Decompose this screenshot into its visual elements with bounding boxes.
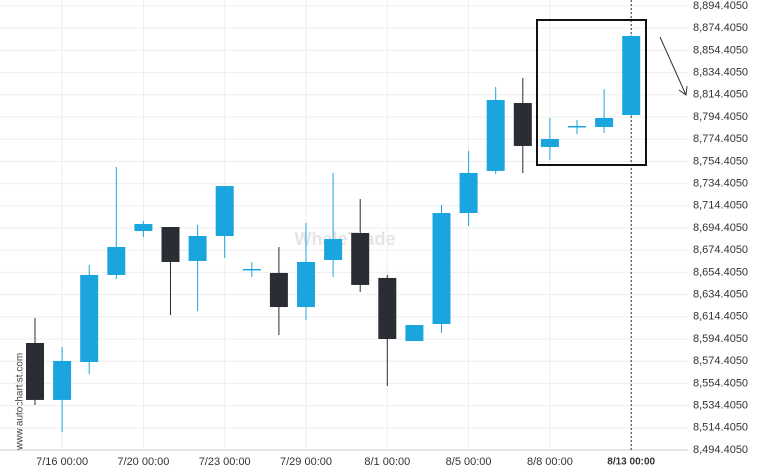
candle-body: [242, 268, 261, 271]
candle-body: [188, 235, 207, 261]
candle-body: [513, 103, 532, 146]
y-tick-label: 8,814.4050: [693, 89, 748, 101]
arrow: [659, 36, 687, 96]
y-tick-label: 8,674.4050: [693, 244, 748, 256]
x-tick-label: 7/16 00:00: [36, 456, 88, 468]
candle-body: [269, 272, 288, 308]
source-label: www.autochartist.com: [15, 353, 26, 451]
candle-body: [53, 360, 72, 400]
y-tick-label: 8,754.4050: [693, 155, 748, 167]
y-tick-label: 8,534.4050: [693, 400, 748, 412]
y-tick-label: 8,794.4050: [693, 111, 748, 123]
arrow-head: [678, 85, 688, 96]
y-tick-label: 8,514.4050: [693, 422, 748, 434]
y-tick-label: 8,834.4050: [693, 67, 748, 79]
y-tick-label: 8,554.4050: [693, 377, 748, 389]
candle-body: [351, 233, 370, 285]
y-tick-label: 8,614.4050: [693, 311, 748, 323]
x-tick-label: 8/8 00:00: [527, 456, 573, 468]
x-tick-label: 7/23 00:00: [199, 456, 251, 468]
x-tick-label: 7/20 00:00: [117, 456, 169, 468]
y-tick-label: 8,654.4050: [693, 266, 748, 278]
y-tick-label: 8,494.4050: [693, 444, 748, 456]
candle-body: [595, 118, 614, 127]
y-tick-label: 8,634.4050: [693, 289, 748, 301]
candle-body: [107, 246, 126, 275]
pattern-box: [536, 19, 647, 166]
candle-body: [134, 224, 153, 232]
y-tick-label: 8,854.4050: [693, 44, 748, 56]
plot: 8,494.4050 8,514.4050 8,534.4050 8,554.4050…: [0, 0, 748, 468]
candle-body: [486, 100, 505, 171]
candle-body: [26, 343, 44, 400]
candle-body: [80, 274, 99, 362]
x-tick-label: 7/29 00:00: [280, 456, 332, 468]
candle-body: [161, 227, 180, 262]
x-tick-label: 8/1 00:00: [364, 456, 410, 468]
candle-body: [622, 35, 641, 116]
watermark: WhaleTrade: [294, 229, 395, 249]
y-tick-label: 8,594.4050: [693, 333, 748, 345]
candle-body: [432, 213, 451, 325]
candle-body: [540, 138, 559, 147]
y-tick-label: 8,874.4050: [693, 22, 748, 34]
y-tick-label: 8,734.4050: [693, 178, 748, 190]
candle-body: [297, 261, 315, 308]
y-tick-label: 8,694.4050: [693, 222, 748, 234]
candle-body: [405, 325, 424, 342]
candle-body: [459, 172, 478, 214]
y-tick-label: 8,894.4050: [693, 0, 748, 12]
y-tick-label: 8,574.4050: [693, 355, 748, 367]
candle-body: [324, 238, 343, 260]
y-tick-label: 8,774.4050: [693, 133, 748, 145]
x-tick-label: 8/13 00:00: [607, 457, 655, 468]
candle-body: [215, 186, 234, 236]
candle-body: [568, 125, 586, 128]
y-tick-label: 8,714.4050: [693, 200, 748, 212]
candle-body: [378, 277, 397, 340]
x-tick-label: 8/5 00:00: [446, 456, 492, 468]
